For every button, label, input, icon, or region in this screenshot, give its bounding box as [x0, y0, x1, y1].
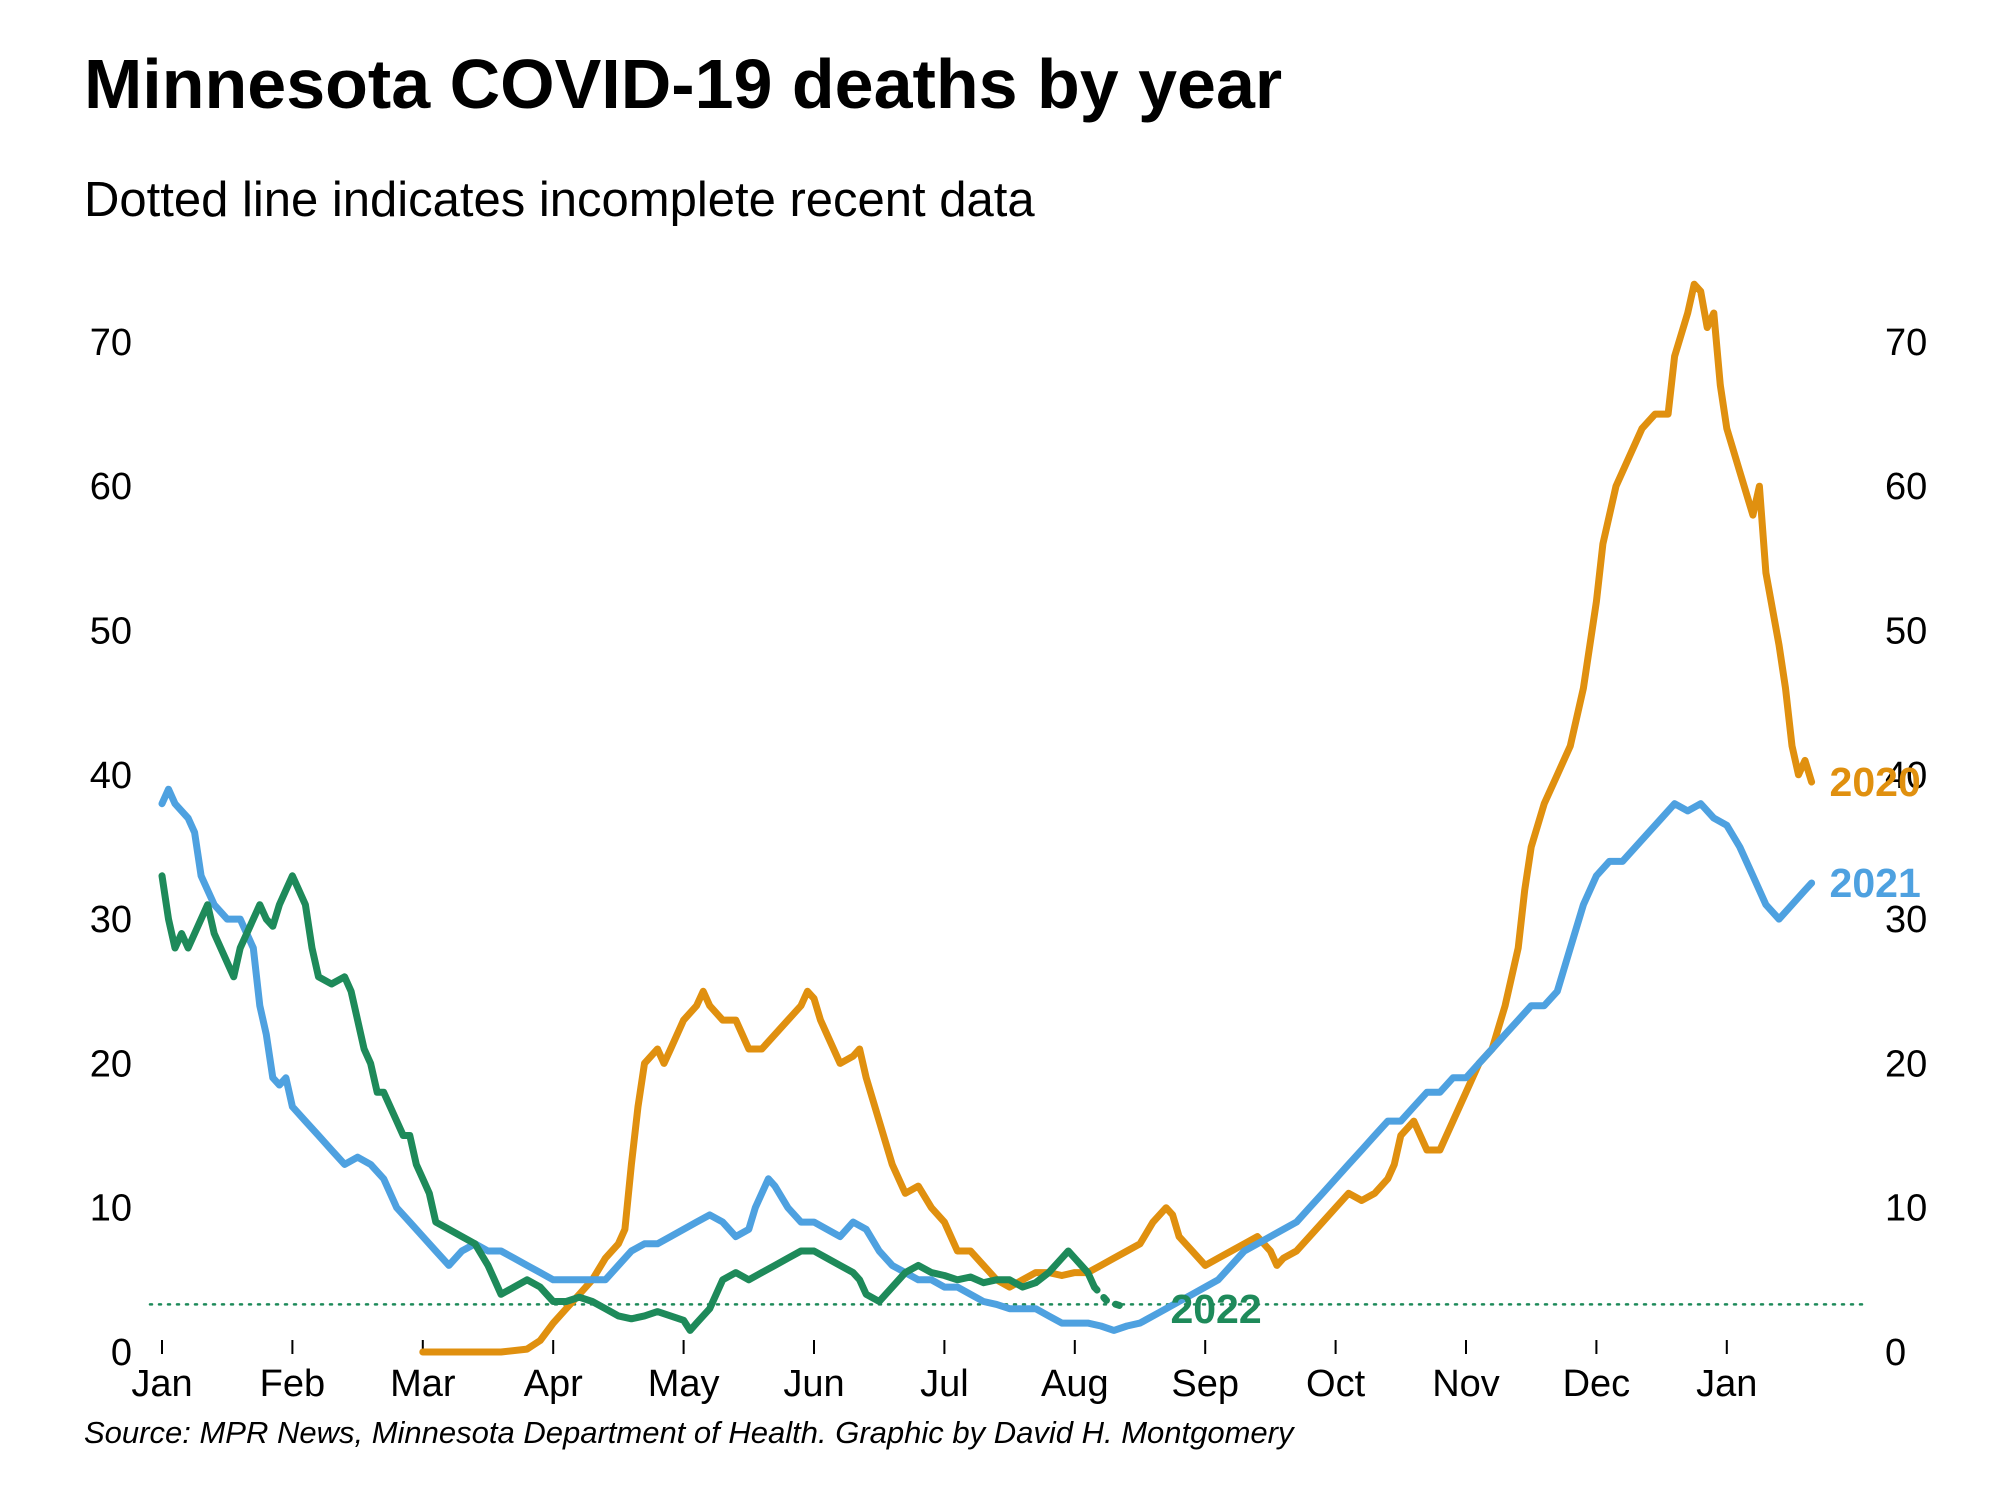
series-group — [158, 280, 1816, 1356]
y-tick-label-right: 60 — [1885, 466, 1927, 508]
x-tick-label: Jan — [1696, 1363, 1757, 1405]
y-tick-label-left: 0 — [111, 1332, 132, 1374]
y-tick-label-left: 20 — [90, 1043, 132, 1085]
series-line-2022 — [158, 872, 1098, 1334]
series-labels: 2020 2021 2022 — [1170, 759, 1920, 1332]
y-tick-label-left: 40 — [90, 755, 132, 797]
series-label-2022: 2022 — [1170, 1286, 1261, 1332]
series-line-2020 — [419, 280, 1816, 1356]
source-note: Source: MPR News, Minnesota Department o… — [84, 1415, 1294, 1450]
series-label-2020: 2020 — [1830, 759, 1921, 805]
x-tick-label: May — [648, 1363, 720, 1405]
x-tick-label: Apr — [524, 1363, 583, 1405]
x-tick-label: Jul — [920, 1363, 969, 1405]
y-tick-label-right: 10 — [1885, 1188, 1927, 1230]
y-axis-left: 0 10 20 30 40 50 60 70 — [90, 322, 132, 1374]
series-line-2022-incomplete — [1090, 1283, 1124, 1310]
y-axis-right: 0 10 20 30 40 50 60 70 — [1885, 322, 1927, 1374]
y-tick-label-right: 0 — [1885, 1332, 1906, 1374]
y-tick-label-left: 30 — [90, 899, 132, 941]
x-tick-label: Dec — [1563, 1363, 1631, 1405]
series-label-2021: 2021 — [1830, 860, 1921, 906]
y-tick-label-left: 70 — [90, 322, 132, 364]
y-tick-label-left: 60 — [90, 466, 132, 508]
chart-title: Minnesota COVID-19 deaths by year — [84, 45, 1283, 123]
x-tick-label: Nov — [1432, 1363, 1500, 1405]
y-tick-label-right: 50 — [1885, 611, 1927, 653]
y-tick-label-left: 50 — [90, 611, 132, 653]
chart-subtitle: Dotted line indicates incomplete recent … — [84, 173, 1035, 227]
y-tick-label-right: 20 — [1885, 1043, 1927, 1085]
x-tick-label: Jun — [783, 1363, 844, 1405]
y-tick-label-left: 10 — [90, 1188, 132, 1230]
x-axis: Jan Feb Mar Apr May Jun Jul Aug Sep Oct Nov Dec Jan — [131, 1340, 1757, 1405]
x-tick-label: Oct — [1306, 1363, 1366, 1405]
series-line-2021 — [158, 785, 1816, 1334]
x-tick-label: Jan — [131, 1363, 192, 1405]
y-tick-label-right: 40 — [1885, 755, 1927, 797]
x-tick-label: Feb — [260, 1363, 325, 1405]
y-tick-label-right: 70 — [1885, 322, 1927, 364]
x-tick-label: Aug — [1041, 1363, 1109, 1405]
x-tick-label: Mar — [390, 1363, 456, 1405]
y-tick-label-right: 30 — [1885, 899, 1927, 941]
x-tick-label: Sep — [1171, 1363, 1239, 1405]
